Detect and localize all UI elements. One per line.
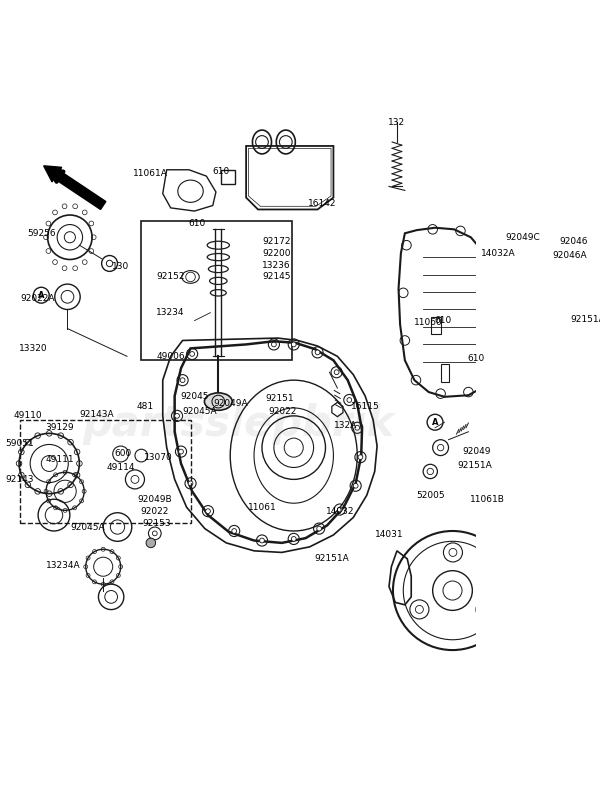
Circle shape bbox=[188, 481, 193, 486]
Text: 14031: 14031 bbox=[374, 530, 403, 539]
Circle shape bbox=[260, 538, 265, 543]
Text: 49110: 49110 bbox=[13, 411, 42, 420]
Text: 92151A: 92151A bbox=[457, 461, 492, 470]
FancyArrow shape bbox=[44, 166, 106, 210]
Circle shape bbox=[190, 351, 194, 356]
Text: 59256: 59256 bbox=[27, 229, 56, 238]
Text: 11060: 11060 bbox=[415, 318, 443, 326]
Text: 600: 600 bbox=[115, 450, 131, 458]
Text: 92151A: 92151A bbox=[314, 554, 349, 563]
Text: 92022: 92022 bbox=[268, 407, 297, 417]
Bar bbox=[431, 317, 440, 334]
Text: A: A bbox=[38, 290, 44, 300]
Circle shape bbox=[292, 537, 296, 542]
Text: 130: 130 bbox=[112, 262, 129, 271]
Text: 92145: 92145 bbox=[262, 273, 290, 282]
Circle shape bbox=[355, 426, 359, 430]
Text: 92152: 92152 bbox=[157, 273, 185, 282]
Circle shape bbox=[337, 507, 342, 512]
Text: 92046A: 92046A bbox=[553, 251, 587, 260]
Text: 92022A: 92022A bbox=[21, 294, 55, 303]
Text: 132A: 132A bbox=[334, 421, 357, 430]
Bar bbox=[142, 222, 292, 360]
Text: 92151: 92151 bbox=[265, 394, 294, 403]
Text: 14032A: 14032A bbox=[481, 249, 516, 258]
Circle shape bbox=[317, 526, 322, 531]
Text: 13070: 13070 bbox=[145, 453, 173, 462]
Text: 16115: 16115 bbox=[351, 402, 380, 411]
Text: 92143: 92143 bbox=[5, 475, 34, 484]
Circle shape bbox=[353, 483, 358, 488]
Text: 11061: 11061 bbox=[248, 502, 277, 512]
Text: 49111: 49111 bbox=[45, 455, 74, 464]
Ellipse shape bbox=[205, 393, 232, 410]
Text: 92151A: 92151A bbox=[570, 314, 600, 323]
Bar bbox=[20, 420, 191, 523]
Circle shape bbox=[180, 378, 185, 382]
Text: 49006: 49006 bbox=[157, 352, 185, 361]
Text: 59051: 59051 bbox=[5, 439, 34, 448]
Text: 13234A: 13234A bbox=[46, 561, 81, 570]
Bar bbox=[440, 364, 449, 382]
Text: 92049: 92049 bbox=[462, 447, 491, 456]
Circle shape bbox=[232, 529, 236, 534]
Circle shape bbox=[146, 538, 155, 548]
Text: partsslepbrik: partsslepbrik bbox=[82, 403, 394, 445]
Text: 52005: 52005 bbox=[416, 490, 445, 500]
Text: 39129: 39129 bbox=[45, 423, 74, 432]
Text: 610: 610 bbox=[468, 354, 485, 363]
Text: A: A bbox=[432, 418, 438, 426]
Text: 14032: 14032 bbox=[326, 506, 354, 516]
Text: 92049C: 92049C bbox=[505, 233, 540, 242]
Text: 92200: 92200 bbox=[262, 249, 290, 258]
Circle shape bbox=[64, 232, 76, 243]
Text: 92153: 92153 bbox=[143, 519, 172, 528]
Circle shape bbox=[175, 414, 179, 418]
Text: 92046: 92046 bbox=[559, 237, 587, 246]
Text: 13320: 13320 bbox=[19, 344, 47, 353]
Text: 92049B: 92049B bbox=[137, 494, 172, 504]
Text: 132: 132 bbox=[388, 118, 406, 126]
Text: 610: 610 bbox=[434, 316, 452, 325]
Text: 16142: 16142 bbox=[308, 198, 337, 208]
Circle shape bbox=[358, 454, 363, 459]
Circle shape bbox=[152, 531, 157, 536]
Bar bbox=[221, 170, 235, 184]
Circle shape bbox=[315, 350, 320, 354]
Circle shape bbox=[292, 342, 296, 347]
Text: 92045A: 92045A bbox=[183, 407, 217, 417]
Text: 92045: 92045 bbox=[180, 391, 209, 401]
Circle shape bbox=[206, 509, 211, 514]
Text: 11061B: 11061B bbox=[470, 494, 505, 504]
Text: 92172: 92172 bbox=[262, 237, 290, 246]
Circle shape bbox=[347, 398, 352, 402]
Text: 11061A: 11061A bbox=[133, 170, 168, 178]
Text: 481: 481 bbox=[137, 402, 154, 411]
Text: 13236: 13236 bbox=[262, 261, 290, 270]
Text: 92045A: 92045A bbox=[70, 522, 104, 531]
Text: 610: 610 bbox=[212, 167, 229, 176]
Text: 49114: 49114 bbox=[106, 463, 135, 472]
Text: 13234: 13234 bbox=[157, 308, 185, 317]
Circle shape bbox=[334, 370, 339, 374]
Text: 610: 610 bbox=[188, 219, 206, 228]
Text: 92049A: 92049A bbox=[213, 399, 248, 409]
Text: 92143A: 92143A bbox=[80, 410, 114, 418]
Text: 92022: 92022 bbox=[140, 506, 169, 516]
Circle shape bbox=[179, 450, 184, 454]
